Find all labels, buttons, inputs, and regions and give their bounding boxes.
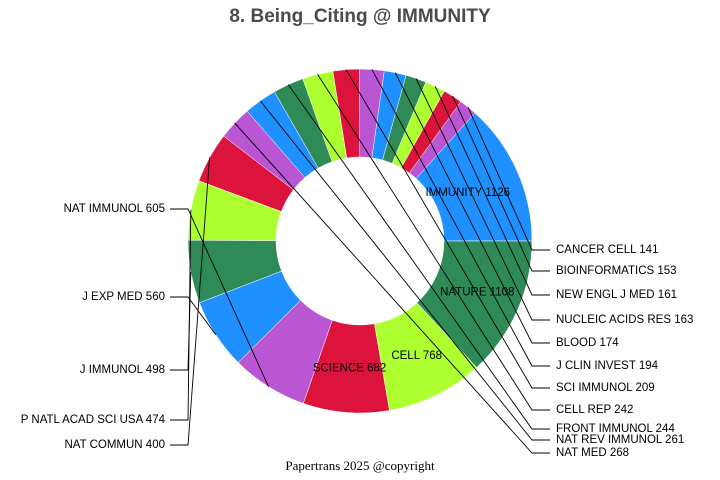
label-sci-immunol: SCI IMMUNOL 209 [556, 382, 655, 394]
leader-cell-rep [317, 74, 550, 411]
leader-nat-commun [170, 157, 211, 446]
label-nat-immunol: NAT IMMUNOL 605 [64, 203, 165, 215]
label-nat-med: NAT MED 268 [556, 447, 629, 459]
label-nature: NATURE 1108 [440, 286, 514, 298]
copyright-footer: Papertrans 2025 @copyright [285, 458, 435, 473]
leader-bioinformatics [452, 95, 550, 272]
slice-nature [416, 240, 533, 368]
leader-j-clin-invest [371, 69, 550, 367]
leader-blood [394, 72, 550, 344]
label-nat-rev-immunol: NAT REV IMMUNOL 261 [556, 434, 684, 446]
leader-nucleic-acids-res [415, 78, 550, 321]
label-cancer-cell: CANCER CELL 141 [556, 244, 658, 256]
label-immunity: IMMUNITY 1126 [425, 187, 510, 199]
label-science: SCIENCE 682 [313, 363, 387, 375]
label-cell-rep: CELL REP 242 [556, 404, 633, 416]
leader-nat-immunol [170, 208, 269, 387]
leader-j-immunol [170, 272, 192, 371]
leader-front-immunol [287, 84, 550, 430]
label-p-natl-acad-sci-usa: P NATL ACAD SCI USA 474 [21, 414, 166, 426]
label-new-engl-j-med: NEW ENGL J MED 161 [556, 289, 677, 301]
label-j-immunol: J IMMUNOL 498 [80, 364, 165, 376]
label-cell: CELL 768 [391, 350, 442, 362]
leader-j-exp-med [170, 296, 217, 335]
label-nucleic-acids-res: NUCLEIC ACIDS RES 163 [556, 314, 693, 326]
chart-title: 8. Being_Citing @ IMMUNITY [229, 6, 491, 27]
leader-new-engl-j-med [434, 86, 550, 296]
leader-nat-med [234, 122, 550, 454]
leader-cancer-cell [467, 106, 550, 251]
leader-p-natl-acad-sci-usa [170, 210, 192, 421]
leader-nat-rev-immunol [259, 100, 550, 441]
leader-sci-immunol [345, 69, 550, 389]
label-blood: BLOOD 174 [556, 337, 619, 349]
label-nat-commun: NAT COMMUN 400 [64, 439, 165, 451]
label-bioinformatics: BIOINFORMATICS 153 [556, 265, 677, 277]
label-front-immunol: FRONT IMMUNOL 244 [556, 423, 675, 435]
label-j-clin-invest: J CLIN INVEST 194 [556, 360, 659, 372]
label-j-exp-med: J EXP MED 560 [82, 291, 165, 303]
